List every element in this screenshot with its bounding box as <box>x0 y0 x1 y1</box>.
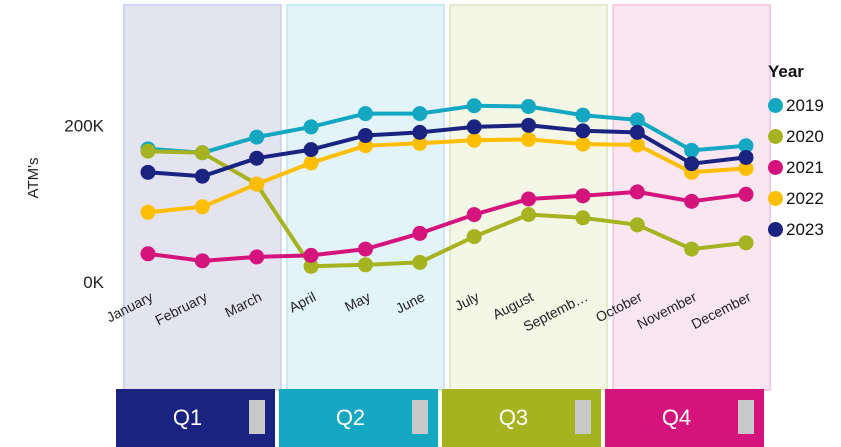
legend-label: 2022 <box>786 188 824 208</box>
data-point[interactable] <box>738 235 754 251</box>
data-point[interactable] <box>249 249 265 265</box>
data-point[interactable] <box>738 138 754 154</box>
data-point[interactable] <box>575 188 591 204</box>
data-point[interactable] <box>629 112 645 128</box>
quarter-toggle-icon[interactable] <box>738 400 754 434</box>
quarter-button-q1[interactable]: Q1 <box>116 389 275 447</box>
data-point[interactable] <box>629 137 645 153</box>
data-point[interactable] <box>140 246 156 262</box>
data-point[interactable] <box>575 136 591 152</box>
data-point[interactable] <box>303 119 319 135</box>
data-point[interactable] <box>629 217 645 233</box>
data-point[interactable] <box>684 193 700 209</box>
data-point[interactable] <box>303 247 319 263</box>
y-axis-label: ATM's <box>25 158 42 199</box>
legend: Year 2019 2020 2021 2022 2023 <box>768 62 824 245</box>
y-tick-label: 0K <box>83 273 104 292</box>
data-point[interactable] <box>303 142 319 158</box>
data-point[interactable] <box>684 241 700 257</box>
data-point[interactable] <box>738 186 754 202</box>
quarter-label: Q2 <box>335 405 366 430</box>
data-point[interactable] <box>412 135 428 151</box>
data-point[interactable] <box>629 124 645 140</box>
data-point[interactable] <box>412 106 428 122</box>
data-point[interactable] <box>521 207 537 223</box>
quarter-label: Q3 <box>498 405 529 430</box>
data-point[interactable] <box>194 253 210 269</box>
quarter-band-q2 <box>286 4 445 391</box>
data-point[interactable] <box>521 99 537 115</box>
data-point[interactable] <box>140 164 156 180</box>
legend-item-2023[interactable]: 2023 <box>768 214 824 245</box>
data-point[interactable] <box>466 98 482 114</box>
data-point[interactable] <box>140 143 156 159</box>
legend-marker-icon <box>768 191 783 206</box>
legend-title: Year <box>768 62 804 81</box>
data-point[interactable] <box>357 106 373 122</box>
data-point[interactable] <box>249 150 265 166</box>
data-point[interactable] <box>194 199 210 215</box>
series-line-2019 <box>146 103 748 155</box>
data-point[interactable] <box>357 241 373 257</box>
quarter-button-q4[interactable]: Q4 <box>605 389 764 447</box>
data-point[interactable] <box>684 156 700 172</box>
legend-item-2021[interactable]: 2021 <box>768 152 824 183</box>
data-point[interactable] <box>303 258 319 274</box>
data-point[interactable] <box>521 131 537 147</box>
series-2023 <box>140 117 754 184</box>
data-point[interactable] <box>521 191 537 207</box>
quarter-button-q3[interactable]: Q3 <box>442 389 601 447</box>
quarter-toggle-icon[interactable] <box>249 400 265 434</box>
legend-label: 2021 <box>786 157 824 177</box>
data-point[interactable] <box>412 254 428 270</box>
data-point[interactable] <box>357 128 373 144</box>
data-point[interactable] <box>738 160 754 176</box>
data-point[interactable] <box>575 107 591 123</box>
data-point[interactable] <box>466 229 482 245</box>
data-point[interactable] <box>521 117 537 133</box>
data-point[interactable] <box>738 149 754 165</box>
data-point[interactable] <box>412 124 428 140</box>
legend-item-2019[interactable]: 2019 <box>768 90 824 121</box>
data-point[interactable] <box>412 225 428 241</box>
series-2022 <box>140 131 754 220</box>
data-point[interactable] <box>575 210 591 226</box>
data-point[interactable] <box>466 119 482 135</box>
quarter-toggle-icon[interactable] <box>412 400 428 434</box>
data-point[interactable] <box>575 123 591 139</box>
legend-label: 2019 <box>786 95 824 115</box>
quarter-button-q2[interactable]: Q2 <box>279 389 438 447</box>
series-line-2021 <box>146 189 748 263</box>
quarter-label: Q1 <box>172 405 203 430</box>
legend-marker-icon <box>768 129 783 144</box>
data-point[interactable] <box>466 207 482 223</box>
legend-marker-icon <box>768 160 783 175</box>
data-point[interactable] <box>194 145 210 161</box>
quarter-band-q1 <box>123 4 282 391</box>
legend-label: 2020 <box>786 126 824 146</box>
data-point[interactable] <box>194 168 210 184</box>
series-line-2023 <box>146 123 748 179</box>
quarter-label: Q4 <box>661 405 692 430</box>
y-tick-label: 200K <box>64 116 104 135</box>
legend-label: 2023 <box>786 219 824 239</box>
legend-item-2020[interactable]: 2020 <box>768 121 824 152</box>
data-point[interactable] <box>140 204 156 220</box>
series-2021 <box>140 184 754 269</box>
data-point[interactable] <box>249 176 265 192</box>
data-point[interactable] <box>303 155 319 171</box>
data-point[interactable] <box>684 142 700 158</box>
legend-marker-icon <box>768 222 783 237</box>
quarter-toggle-icon[interactable] <box>575 400 591 434</box>
legend-marker-icon <box>768 98 783 113</box>
legend-item-2022[interactable]: 2022 <box>768 183 824 214</box>
data-point[interactable] <box>466 132 482 148</box>
series-line-2020 <box>146 149 748 269</box>
data-point[interactable] <box>357 257 373 273</box>
series-line-2022 <box>146 137 748 215</box>
data-point[interactable] <box>249 129 265 145</box>
data-point[interactable] <box>629 184 645 200</box>
